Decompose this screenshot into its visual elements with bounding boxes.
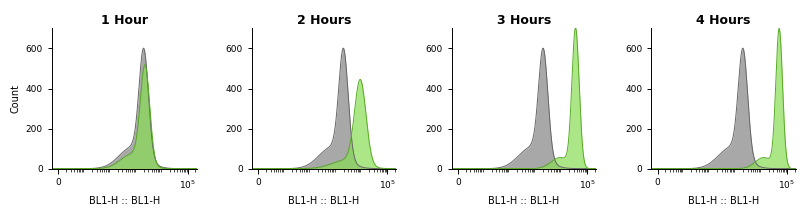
Title: 3 Hours: 3 Hours — [497, 14, 551, 27]
X-axis label: BL1-H :: BL1-H: BL1-H :: BL1-H — [688, 196, 759, 206]
X-axis label: BL1-H :: BL1-H: BL1-H :: BL1-H — [488, 196, 559, 206]
Title: 4 Hours: 4 Hours — [697, 14, 751, 27]
Title: 1 Hour: 1 Hour — [101, 14, 148, 27]
X-axis label: BL1-H :: BL1-H: BL1-H :: BL1-H — [289, 196, 360, 206]
X-axis label: BL1-H :: BL1-H: BL1-H :: BL1-H — [89, 196, 160, 206]
Y-axis label: Count: Count — [10, 84, 20, 113]
Title: 2 Hours: 2 Hours — [297, 14, 351, 27]
